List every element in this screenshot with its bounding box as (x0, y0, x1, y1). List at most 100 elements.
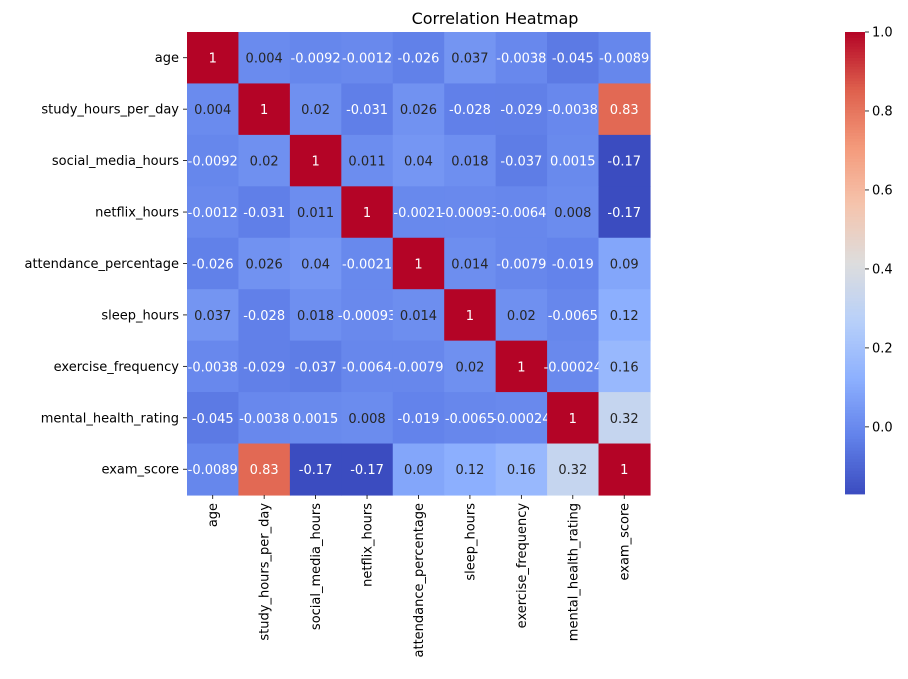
cell-value-label: 0.16 (610, 360, 639, 375)
colorbar-segment (845, 81, 865, 85)
heatmap-cell (547, 237, 600, 290)
y-axis-tick-label: social_media_hours (52, 154, 179, 169)
colorbar-segment (845, 309, 865, 313)
cell-value-label: -0.0092 (291, 52, 341, 67)
colorbar-segment (845, 378, 865, 382)
colorbar-segment (845, 462, 865, 466)
colorbar-segment (845, 372, 865, 377)
colorbar-segment (845, 476, 865, 480)
colorbar-segment (845, 263, 865, 267)
heatmap-cell (341, 237, 394, 290)
heatmap-cell (547, 83, 600, 136)
colorbar-segment (845, 358, 865, 362)
colorbar-segment (845, 78, 865, 82)
cell-value-label: -0.00093 (441, 206, 499, 221)
colorbar-segment (845, 433, 865, 437)
heatmap-cell (187, 289, 240, 342)
colorbar-segment (845, 326, 865, 330)
x-axis-tick-label: social_media_hours (309, 503, 324, 630)
cell-value-label: 0.12 (455, 463, 484, 478)
cell-value-label: 0.12 (610, 309, 639, 324)
x-axis-tick-label: study_hours_per_day (258, 503, 273, 641)
colorbar-segment (845, 465, 865, 469)
colorbar-segment (845, 222, 865, 226)
colorbar-segment (845, 346, 865, 351)
cell-value-label: -0.0092 (188, 155, 238, 170)
cell-value-label: 1 (311, 155, 319, 170)
colorbar-segment (845, 150, 865, 154)
heatmap-cell (547, 32, 600, 85)
heatmap-cell (444, 186, 497, 239)
colorbar-segment (845, 277, 865, 281)
colorbar-segment (845, 439, 865, 443)
heatmap-cell (547, 186, 600, 239)
heatmap-cell (187, 237, 240, 290)
colorbar-segment (845, 274, 865, 278)
colorbar-segment (845, 254, 865, 258)
heatmap-cell (238, 83, 291, 136)
colorbar-segment (845, 104, 865, 108)
heatmap-cell (341, 443, 394, 496)
y-axis-tick-labels: age study_hours_per_day social_media_hours… (24, 51, 187, 478)
cell-value-label: 0.0015 (550, 155, 596, 170)
cell-value-label: 0.037 (194, 309, 231, 324)
cell-value-label: -0.029 (500, 103, 542, 118)
cell-value-label: -0.026 (398, 52, 440, 67)
heatmap-cell (444, 392, 497, 445)
heatmap-cell (495, 340, 548, 393)
colorbar-segment (845, 375, 865, 379)
heatmap-cell (392, 443, 445, 496)
y-axis-tick-label: age (155, 51, 179, 66)
colorbar-segment (845, 72, 865, 76)
colorbar-segment (845, 101, 865, 105)
cell-value-label: -0.037 (295, 360, 337, 375)
colorbar-segment (845, 459, 865, 463)
colorbar-segment (845, 395, 865, 400)
cell-value-label: -0.0064 (496, 206, 546, 221)
cell-value-label: -0.019 (398, 412, 440, 427)
heatmap-cell (238, 186, 291, 239)
cell-value-label: -0.0038 (548, 103, 598, 118)
colorbar-segment (845, 40, 865, 44)
colorbar-segment (845, 444, 865, 449)
heatmap-cell (598, 83, 651, 136)
colorbar-segment (845, 257, 865, 261)
heatmap-cell (187, 134, 240, 187)
heatmap-cell (187, 83, 240, 136)
colorbar-segment (845, 60, 865, 65)
cell-value-label: 0.02 (301, 103, 330, 118)
colorbar-segment (845, 228, 865, 232)
cell-value-label: 0.83 (250, 463, 279, 478)
cell-value-label: -0.0089 (599, 52, 649, 67)
heatmap-cell (289, 392, 342, 445)
cell-value-label: 0.02 (507, 309, 536, 324)
colorbar-segment (845, 167, 865, 171)
heatmap-cell (187, 340, 240, 393)
cell-value-label: -0.0038 (239, 412, 289, 427)
cell-value-label: -0.0065 (445, 412, 495, 427)
colorbar-segment (845, 135, 865, 140)
heatmap-cell (238, 237, 291, 290)
colorbar-segment (845, 320, 865, 325)
cell-value-label: 1 (620, 463, 628, 478)
colorbar-segment (845, 491, 865, 495)
cell-value-label: -0.00024 (544, 360, 602, 375)
colorbar-segment (845, 219, 865, 223)
colorbar-segment (845, 34, 865, 39)
cell-value-label: 0.02 (250, 155, 279, 170)
colorbar-segment (845, 190, 865, 195)
cell-value-label: 0.004 (194, 103, 231, 118)
colorbar-segment (845, 98, 865, 102)
heatmap-cell (547, 392, 600, 445)
x-axis-tick-label: attendance_percentage (412, 503, 427, 658)
colorbar-segment (845, 271, 865, 275)
colorbar-segment (845, 436, 865, 440)
cell-value-label: -0.031 (346, 103, 388, 118)
heatmap-cell (598, 32, 651, 85)
colorbar-segment (845, 335, 865, 339)
heatmap-cell (392, 392, 445, 445)
heatmap-cell (238, 134, 291, 187)
y-axis-tick-label: exercise_frequency (54, 360, 180, 375)
cell-value-label: -0.17 (299, 463, 333, 478)
cell-value-label: -0.17 (607, 155, 641, 170)
